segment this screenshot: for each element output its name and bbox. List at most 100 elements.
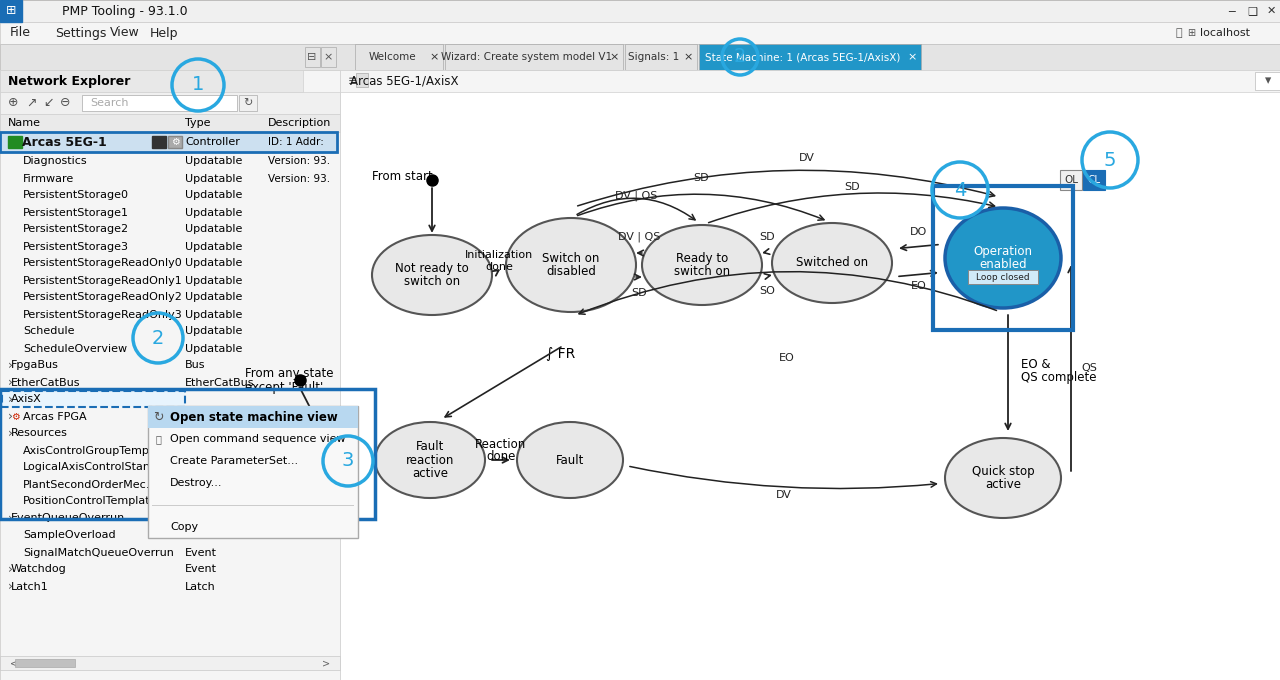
FancyBboxPatch shape [625,44,698,70]
FancyBboxPatch shape [239,95,257,111]
Text: ›: › [8,376,13,389]
FancyBboxPatch shape [0,22,1280,44]
Text: done: done [485,262,513,272]
Text: 2: 2 [733,48,746,67]
Text: PersistentStorageReadOnly0: PersistentStorageReadOnly0 [23,258,183,269]
Text: Open state machine view: Open state machine view [170,411,338,424]
Text: Welcome: Welcome [369,52,416,62]
Text: 5: 5 [1103,150,1116,169]
Text: Updatable: Updatable [186,292,242,303]
Text: Updatable: Updatable [186,343,242,354]
Text: Type: Type [186,118,210,128]
Text: ›: › [8,427,13,440]
Text: SD: SD [631,288,646,298]
FancyBboxPatch shape [445,44,623,70]
FancyBboxPatch shape [1060,170,1082,190]
Text: Open command sequence view: Open command sequence view [170,434,346,444]
Ellipse shape [643,225,762,305]
Text: switch on: switch on [675,265,730,278]
Ellipse shape [375,422,485,498]
FancyBboxPatch shape [340,70,1280,680]
Text: File: File [10,27,31,39]
FancyBboxPatch shape [1170,24,1275,42]
Text: ⊕: ⊕ [8,97,18,109]
FancyBboxPatch shape [3,391,186,407]
Text: View: View [110,27,140,39]
FancyBboxPatch shape [0,70,340,680]
Text: PersistentStorage0: PersistentStorage0 [23,190,129,201]
FancyBboxPatch shape [0,0,22,22]
Text: From start: From start [372,171,433,184]
Text: Search: Search [90,98,128,108]
Text: active: active [986,478,1021,491]
Text: ×: × [429,52,439,62]
Text: QS complete: QS complete [1021,371,1097,384]
Text: >: > [321,658,330,668]
FancyBboxPatch shape [0,132,337,152]
Text: Copy: Copy [170,522,198,532]
Text: Wizard: Create system model V1: Wizard: Create system model V1 [442,52,613,62]
Text: LogicalAxisControlStanda: LogicalAxisControlStanda [23,462,165,473]
Text: ×: × [609,52,618,62]
FancyBboxPatch shape [355,44,443,70]
Text: Updatable: Updatable [186,275,242,286]
FancyBboxPatch shape [0,114,340,132]
Text: active: active [412,466,448,479]
Text: ID: 1 Addr:: ID: 1 Addr: [268,137,324,147]
Text: ScheduleOverview: ScheduleOverview [23,343,127,354]
Text: ×: × [324,52,333,62]
Text: SampleOverload: SampleOverload [23,530,115,541]
Text: DV: DV [776,490,792,500]
Text: ∫ FR: ∫ FR [547,347,576,361]
Text: Updatable: Updatable [186,258,242,269]
FancyBboxPatch shape [148,406,358,428]
FancyBboxPatch shape [0,0,1280,22]
Text: 1: 1 [192,75,205,95]
Text: Settings: Settings [55,27,106,39]
Text: Updatable: Updatable [186,309,242,320]
Text: Initialization: Initialization [465,250,534,260]
Text: Fault: Fault [416,441,444,454]
Text: Watchdog: Watchdog [12,564,67,575]
Text: Description: Description [268,118,332,128]
Text: Fault: Fault [556,454,584,466]
Text: QS: QS [1082,363,1097,373]
Text: Arcas FPGA: Arcas FPGA [23,411,87,422]
Text: Switch on: Switch on [543,252,600,265]
Text: Event: Event [186,564,218,575]
Text: PlantSecondOrderMec...: PlantSecondOrderMec... [23,479,157,490]
Text: Updatable: Updatable [186,326,242,337]
Ellipse shape [372,235,492,315]
Text: done: done [486,449,516,462]
FancyBboxPatch shape [8,136,22,148]
FancyBboxPatch shape [15,659,76,667]
Text: Event: Event [186,513,218,524]
FancyBboxPatch shape [0,656,340,670]
Text: ⊞: ⊞ [5,5,17,18]
Text: Firmware: Firmware [23,173,74,184]
Text: SD: SD [759,232,774,242]
Text: Latch1: Latch1 [12,581,49,592]
Text: ›: › [8,393,13,406]
Text: State Machine: 1 (Arcas 5EG-1/AxisX): State Machine: 1 (Arcas 5EG-1/AxisX) [705,52,901,62]
Text: PMP Tooling - 93.1.0: PMP Tooling - 93.1.0 [63,5,188,18]
Text: 2: 2 [152,328,164,347]
Text: 📋: 📋 [155,434,161,444]
Text: DV: DV [799,153,815,163]
Ellipse shape [945,208,1061,308]
Text: Updatable: Updatable [186,224,242,235]
Text: EO: EO [910,281,927,291]
Text: Arcas 5EG-1: Arcas 5EG-1 [22,135,106,148]
Text: EO: EO [780,353,795,363]
Text: Schedule: Schedule [23,326,74,337]
Text: Quick stop: Quick stop [972,465,1034,478]
Text: Resources: Resources [12,428,68,439]
Text: 4: 4 [954,180,966,199]
Text: Controller: Controller [186,137,239,147]
Text: Version: 93.: Version: 93. [268,173,330,184]
Text: Arcas 5EG-1/AxisX: Arcas 5EG-1/AxisX [349,75,458,88]
Text: SignalMatchQueueOverrun: SignalMatchQueueOverrun [23,547,174,558]
Text: Updatable: Updatable [186,190,242,201]
Text: Updatable: Updatable [186,207,242,218]
Text: Loop closed: Loop closed [977,273,1030,282]
